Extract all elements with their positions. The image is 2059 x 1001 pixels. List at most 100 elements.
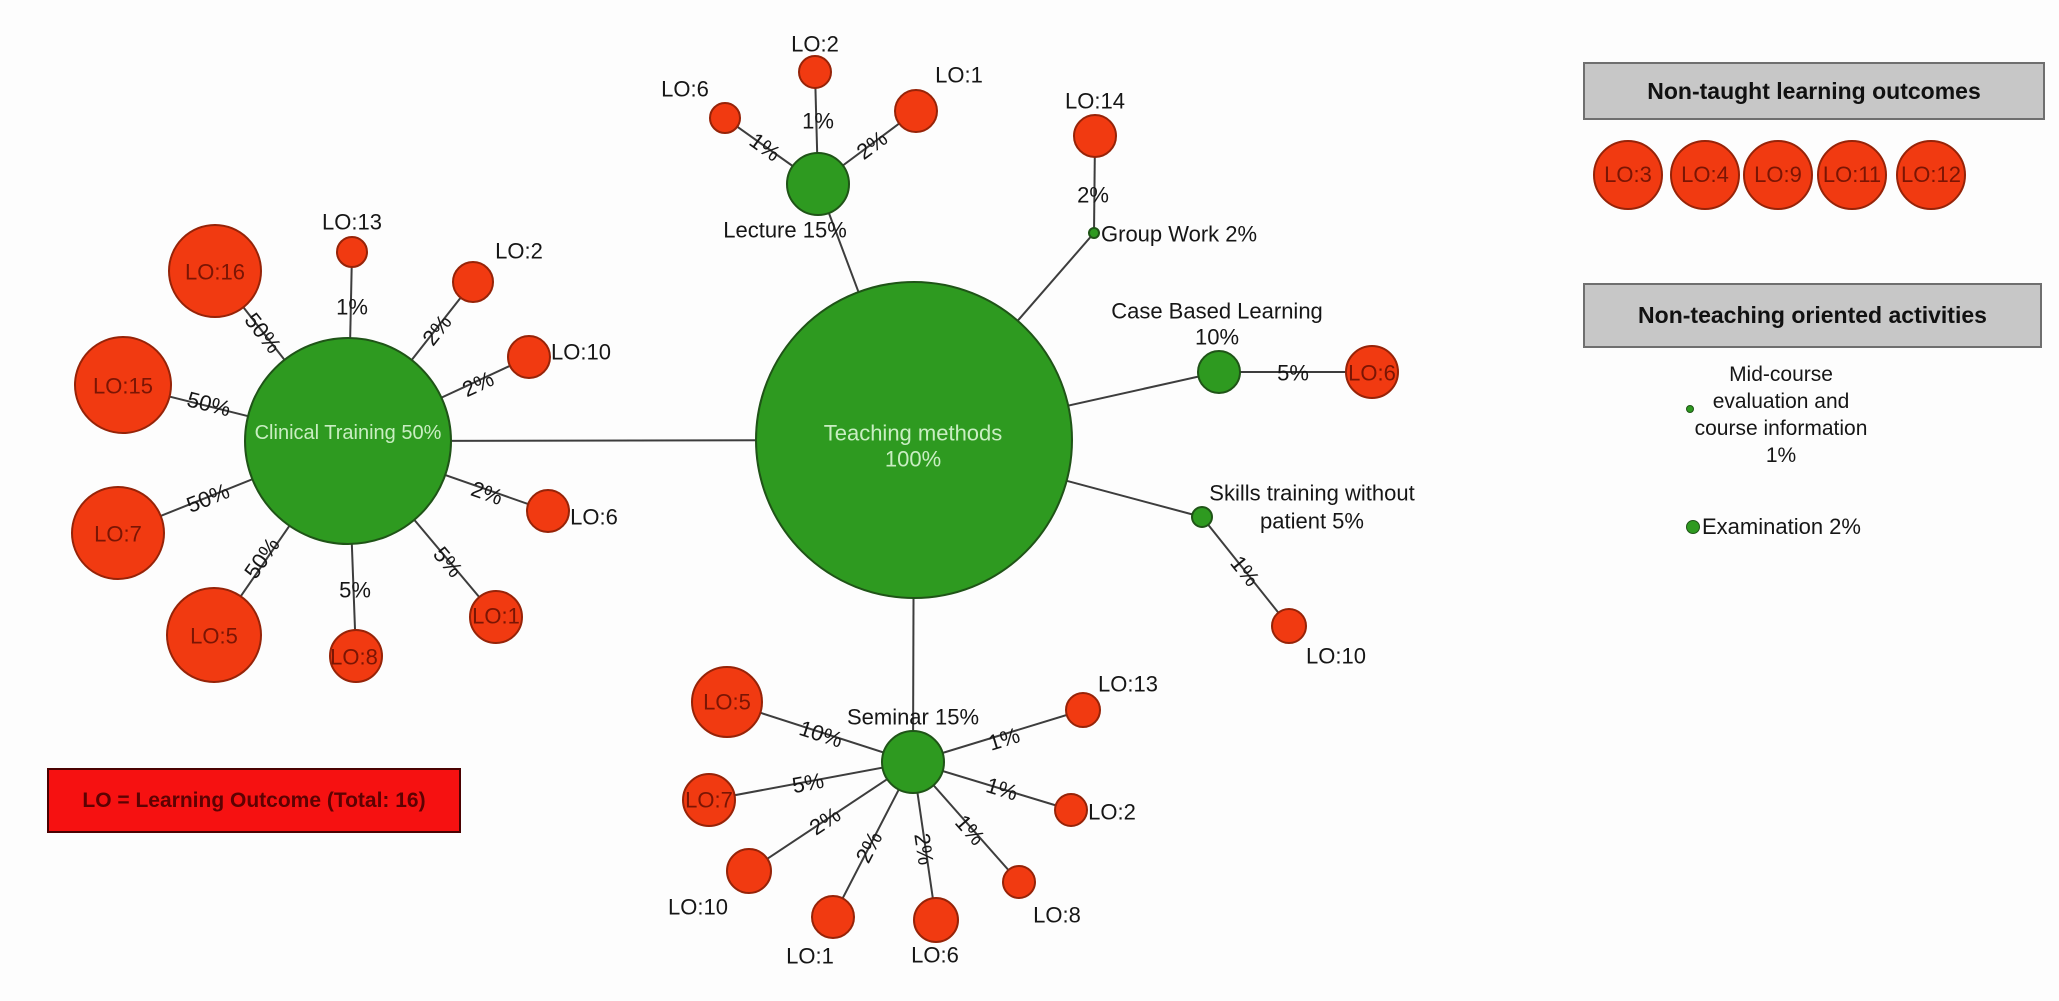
edge-seminar--seminar-lo7 xyxy=(708,761,914,801)
edge-label-lecture--lecture-lo1: 2% xyxy=(852,125,892,164)
edge-label-group-work--group-work-lo14: 2% xyxy=(1077,183,1109,208)
node-seminar-lo5 xyxy=(691,666,763,738)
node-seminar-lo2 xyxy=(1054,793,1088,827)
label-lecture-lo6: LO:6 xyxy=(661,77,709,102)
edge-seminar--seminar-lo10 xyxy=(748,761,914,872)
label-clinical-lo16: LO:16 xyxy=(185,260,245,285)
label-seminar-lo5: LO:5 xyxy=(703,690,751,715)
edge-label-clinical-training--clinical-lo13: 1% xyxy=(336,295,368,320)
node-clinical-lo2 xyxy=(452,261,494,303)
label-seminar-lo13: LO:13 xyxy=(1098,672,1158,697)
label-clinical-lo5: LO:5 xyxy=(190,624,238,649)
edge-label-clinical-training--clinical-lo8: 5% xyxy=(339,578,371,603)
legend-non-taught-header: Non-taught learning outcomes xyxy=(1583,62,2045,120)
node-seminar-lo10 xyxy=(726,848,772,894)
legend-non-taught-title: Non-taught learning outcomes xyxy=(1647,77,1981,104)
label-seminar-lo7: LO:7 xyxy=(685,788,733,813)
edge-label-clinical-training--clinical-lo7: 50% xyxy=(183,478,233,518)
label-seminar-lo1: LO:1 xyxy=(786,944,834,969)
label-lecture: Lecture 15% xyxy=(723,218,847,243)
node-clinical-lo10 xyxy=(507,335,551,379)
edge-label-seminar--seminar-lo1: 2% xyxy=(851,827,888,867)
edge-label-seminar--seminar-lo6: 2% xyxy=(909,831,938,866)
examination-label: Examination 2% xyxy=(1702,514,1861,539)
node-lecture-lo1 xyxy=(894,89,938,133)
node-case-based-learning-lo6 xyxy=(1345,345,1399,399)
label-group-work-lo14: LO:14 xyxy=(1065,89,1125,114)
node-clinical-lo15 xyxy=(74,336,172,434)
node-clinical-lo5 xyxy=(166,587,262,683)
label-seminar-lo10: LO:10 xyxy=(668,895,728,920)
label-case-based-learning-lo6: LO:6 xyxy=(1348,361,1396,386)
edge-label-clinical-training--clinical-lo6: 2% xyxy=(468,476,506,510)
label-clinical-lo7: LO:7 xyxy=(94,522,142,547)
edge-label-lecture--lecture-lo2: 1% xyxy=(802,109,834,134)
node-clinical-lo8 xyxy=(329,629,383,683)
label-case-based-learning: Case Based Learning 10% xyxy=(1111,299,1323,350)
label-clinical-lo6: LO:6 xyxy=(570,505,618,530)
node-seminar xyxy=(881,730,945,794)
node-seminar-lo13 xyxy=(1065,692,1101,728)
label-lecture-lo2: LO:2 xyxy=(791,32,839,57)
edge-label-seminar--seminar-lo13: 1% xyxy=(985,722,1023,755)
label-group-work: Group Work 2% xyxy=(1101,222,1257,247)
node-clinical-lo6 xyxy=(526,489,570,533)
edge-label-seminar--seminar-lo10: 2% xyxy=(805,802,845,840)
node-seminar-lo7 xyxy=(682,773,736,827)
label-lecture-lo1: LO:1 xyxy=(935,63,983,88)
node-group-work xyxy=(1088,227,1100,239)
node-clinical-training xyxy=(244,337,452,545)
mid-course-evaluation-dot xyxy=(1686,405,1694,413)
label-clinical-lo1: LO:1 xyxy=(472,604,520,629)
mid-course-evaluation-label: Mid-course evaluation and course informa… xyxy=(1694,363,1868,467)
node-case-based-learning xyxy=(1197,350,1241,394)
label-clinical-lo8: LO:8 xyxy=(330,645,378,670)
node-teaching-methods xyxy=(755,281,1073,599)
legend-non-teaching-header: Non-teaching oriented activities xyxy=(1583,283,2042,348)
edge-label-clinical-training--clinical-lo16: 50% xyxy=(240,308,287,358)
label-clinical-training: Clinical Training 50% xyxy=(255,422,442,444)
node-clinical-lo7 xyxy=(71,486,165,580)
label-skills-training-without-patient: Skills training without patient 5% xyxy=(1209,481,1414,534)
edge-label-seminar--seminar-lo8: 1% xyxy=(950,810,990,850)
edge-label-lecture--lecture-lo6: 1% xyxy=(745,128,785,167)
legend-non-teaching-title: Non-teaching oriented activities xyxy=(1638,302,1987,328)
note-box: LO = Learning Outcome (Total: 16) xyxy=(47,768,461,833)
label-teaching-methods: Teaching methods 100% xyxy=(824,421,1003,472)
edge-label-seminar--seminar-lo2: 1% xyxy=(983,772,1021,805)
node-clinical-lo1 xyxy=(469,590,523,644)
node-clinical-lo13 xyxy=(336,236,368,268)
node-lecture xyxy=(786,152,850,216)
legend-lo3: LO:3 xyxy=(1593,140,1663,210)
label-seminar-lo6: LO:6 xyxy=(911,943,959,968)
node-lecture-lo2 xyxy=(798,55,832,89)
label-seminar-lo2: LO:2 xyxy=(1088,800,1136,825)
edge-label-clinical-training--clinical-lo15: 50% xyxy=(185,387,234,422)
edge-label-seminar--seminar-lo5: 10% xyxy=(796,715,846,752)
label-seminar: Seminar 15% xyxy=(847,705,979,730)
legend-lo11: LO:11 xyxy=(1817,140,1887,210)
node-skills-training-without-patient xyxy=(1191,506,1213,528)
label-clinical-lo13: LO:13 xyxy=(322,210,382,235)
label-skills-training-lo10: LO:10 xyxy=(1306,644,1366,669)
edge-skills-training-without-patient--skills-training-lo10 xyxy=(1201,516,1290,627)
note-text: LO = Learning Outcome (Total: 16) xyxy=(82,788,426,812)
node-group-work-lo14 xyxy=(1073,114,1117,158)
legend-lo12: LO:12 xyxy=(1896,140,1966,210)
legend-lo9: LO:9 xyxy=(1743,140,1813,210)
node-seminar-lo8 xyxy=(1002,865,1036,899)
node-clinical-lo16 xyxy=(168,224,262,318)
node-seminar-lo1 xyxy=(811,895,855,939)
nodes-layer xyxy=(71,55,1399,943)
edge-label-case-based-learning--case-based-learning-lo6: 5% xyxy=(1277,361,1309,386)
node-lecture-lo6 xyxy=(709,102,741,134)
label-clinical-lo10: LO:10 xyxy=(551,340,611,365)
examination-dot xyxy=(1686,520,1700,534)
label-clinical-lo15: LO:15 xyxy=(93,374,153,399)
edge-label-seminar--seminar-lo7: 5% xyxy=(790,768,826,798)
node-seminar-lo6 xyxy=(913,897,959,943)
node-skills-training-lo10 xyxy=(1271,608,1307,644)
edge-label-clinical-training--clinical-lo10: 2% xyxy=(458,366,497,402)
